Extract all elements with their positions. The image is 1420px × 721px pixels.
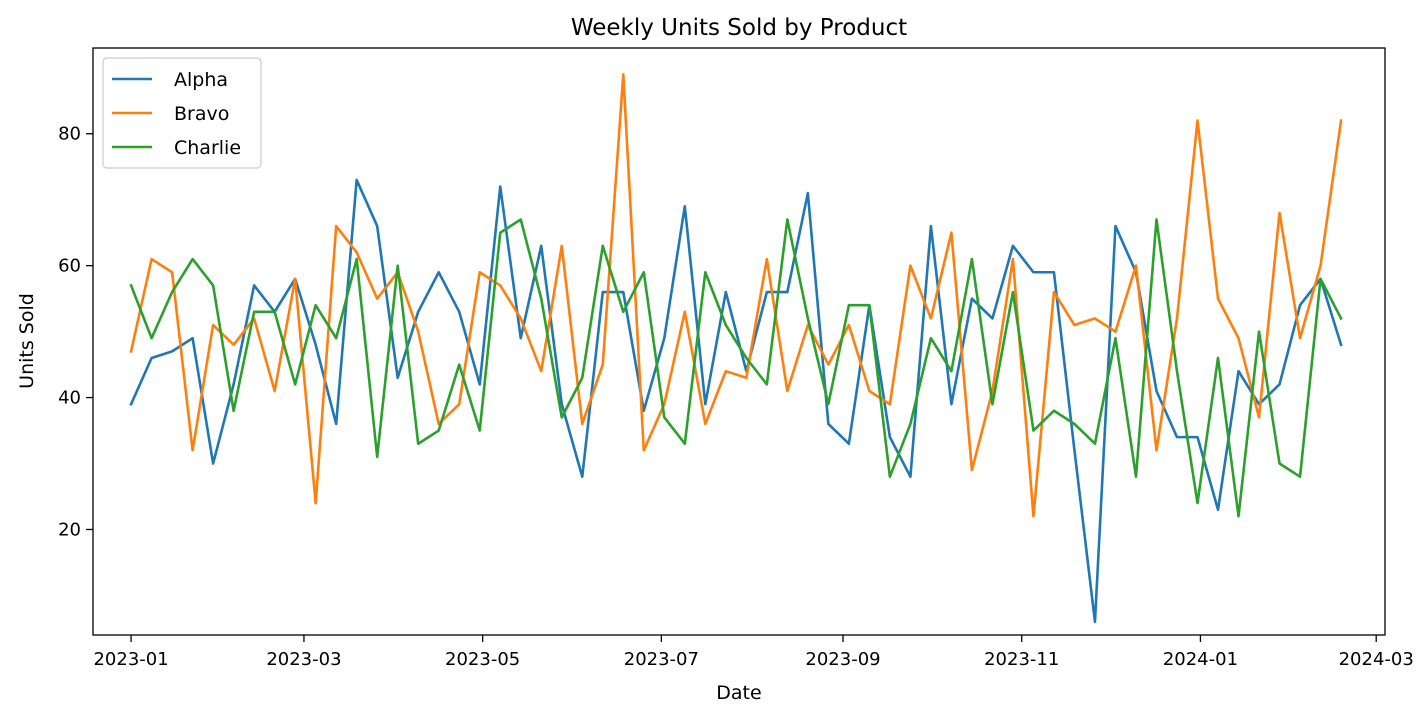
y-tick-label: 40: [58, 388, 81, 409]
series-line-bravo: [129, 73, 1343, 518]
plot-lines: [129, 73, 1343, 624]
plot-area-frame: [92, 47, 1386, 636]
x-tick-label: 2023-05: [445, 649, 520, 670]
x-tick-label: 2023-07: [624, 649, 699, 670]
legend-label-bravo: Bravo: [174, 103, 229, 125]
x-tick-label: 2024-01: [1163, 649, 1238, 670]
legend: Alpha Bravo Charlie: [102, 57, 262, 169]
chart-title: Weekly Units Sold by Product: [571, 15, 907, 41]
x-axis-label: Date: [716, 682, 761, 704]
y-axis-ticks: 20 40 60 80: [58, 124, 93, 540]
y-tick-label: 60: [58, 256, 81, 277]
x-tick-label: 2023-09: [805, 649, 880, 670]
x-tick-label: 2024-03: [1339, 649, 1414, 670]
x-tick-label: 2023-11: [984, 649, 1059, 670]
x-axis-ticks: 2023-01 2023-03 2023-05 2023-07 2023-09 2023-…: [93, 635, 1414, 670]
x-tick-label: 2023-01: [93, 649, 168, 670]
legend-label-alpha: Alpha: [174, 69, 228, 91]
legend-box: [102, 57, 262, 169]
y-tick-label: 20: [58, 519, 81, 540]
series-line-charlie: [129, 218, 1343, 518]
legend-label-charlie: Charlie: [174, 137, 241, 159]
y-axis-label: Units Sold: [16, 293, 38, 389]
x-tick-label: 2023-03: [266, 649, 341, 670]
y-tick-label: 80: [58, 124, 81, 145]
